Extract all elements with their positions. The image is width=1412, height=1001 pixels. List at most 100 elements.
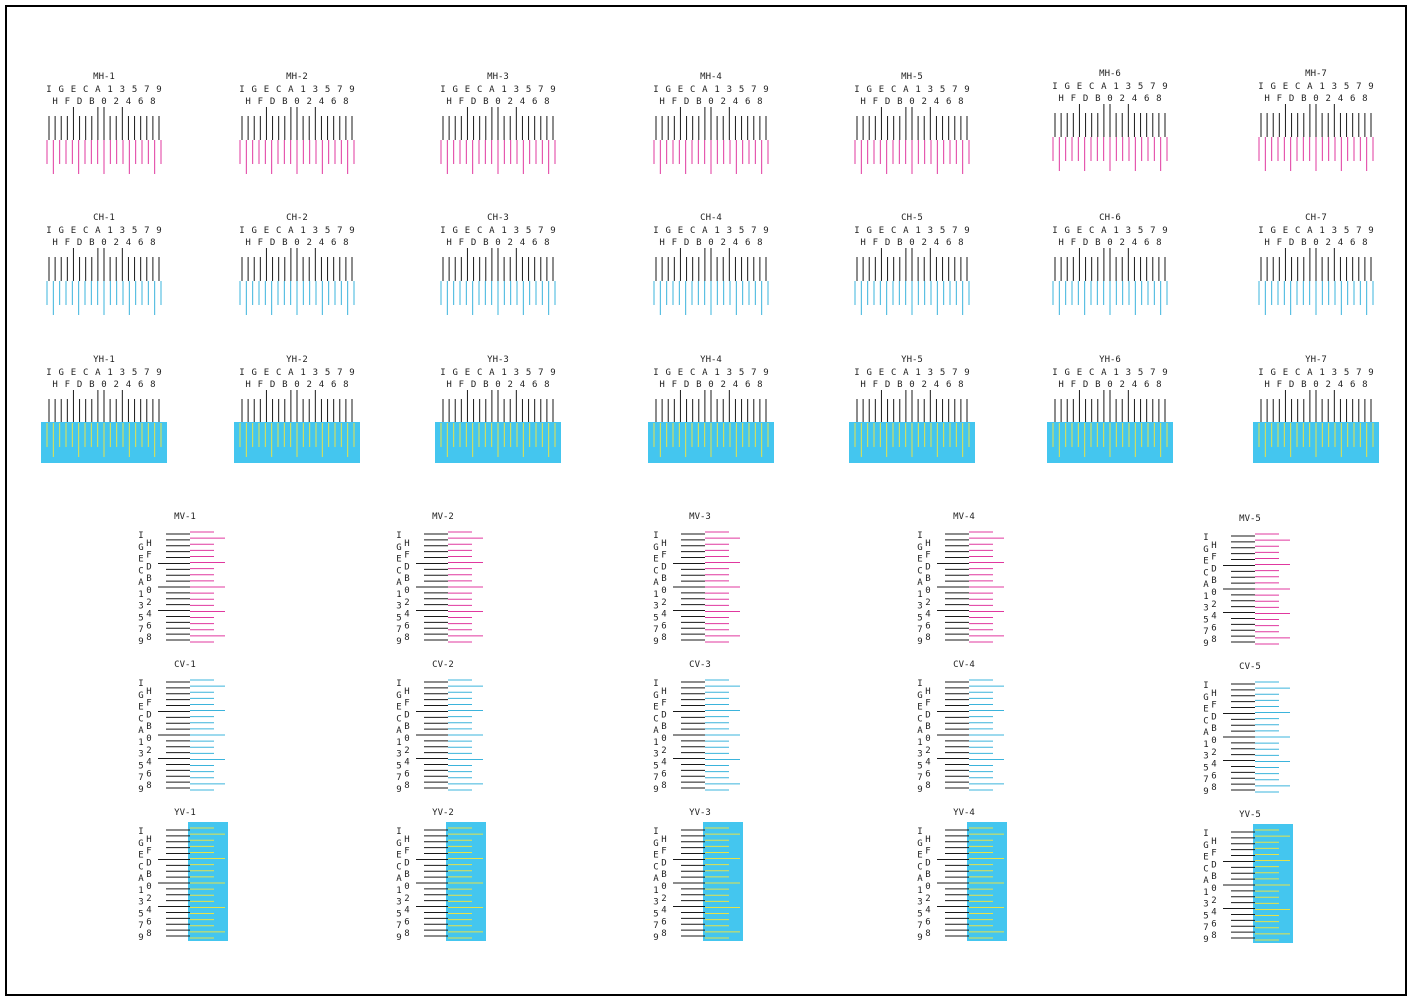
scale-mark-label: A [702,85,708,95]
scale-mark-label: G [666,85,671,95]
scale-mark-label: 8 [404,929,409,939]
scale-mark-label: 5 [1203,911,1208,921]
scale-mark-label: 1 [396,590,401,600]
scale-mark-label: D [885,238,890,248]
scale-mark-label: 1 [138,590,143,600]
cyan-background-block [446,822,486,941]
scale-mark-label: 0 [661,882,666,892]
scale-mark-label: B [282,380,287,390]
scale-mark-label: 6 [404,917,409,927]
scale-mark-label: D [684,380,689,390]
scale-mark-label: A [903,226,909,236]
scale-mark-label: D [1211,712,1216,722]
scale-mark-label: 7 [138,921,143,931]
scale-mark-label: H [925,687,930,697]
scale-mark-label: A [288,85,294,95]
scale-mark-label: 0 [294,238,299,248]
scale-mark-label: 8 [404,781,409,791]
scale-mark-label: 4 [1211,908,1216,918]
scale-mark-label: I [396,827,401,837]
scale-mark-label: H [659,97,664,107]
scale-mark-label: 6 [925,621,930,631]
scale-mark-label: 6 [925,917,930,927]
scale-mark-label: C [1203,716,1208,726]
scale-mark-label: 4 [1132,380,1137,390]
scale-mark-label: 3 [1203,752,1208,762]
scale-mark-label: 4 [1211,760,1216,770]
scale-mark-label: C [917,862,922,872]
scale-mark-label: D [661,858,666,868]
scale-mark-label: E [465,85,470,95]
scale-mark-label: 1 [915,368,920,378]
scale-mark-label: G [396,691,401,701]
pattern-label: YV-1 [174,808,196,818]
scale-mark-label: 4 [404,610,409,620]
scale-mark-label: 5 [138,613,143,623]
scale-mark-label: 7 [538,85,543,95]
scale-mark-label: E [396,703,401,713]
scale-mark-label: 2 [508,238,513,248]
scale-mark-label: C [1295,368,1300,378]
scale-mark-label: 0 [1107,94,1112,104]
scale-mark-label: 0 [1107,238,1112,248]
scale-mark-label: G [666,226,671,236]
scale-mark-label: E [138,555,143,565]
scale-mark-label: 5 [138,909,143,919]
scale-mark-label: B [483,238,488,248]
scale-mark-label: 7 [751,368,756,378]
scale-mark-label: 3 [917,750,922,760]
scale-mark-label: 7 [538,368,543,378]
scale-mark-label: 4 [520,238,525,248]
scale-mark-label: 4 [934,380,939,390]
pattern-label: CV-2 [432,660,454,670]
horizontal-pattern: MH-4 I G E C A 1 3 5 7 9 H F D B 0 2 4 6 8 [653,72,769,174]
scale-mark-label: 4 [733,97,738,107]
scale-mark-label: E [678,226,683,236]
scale-mark-label: I [440,85,445,95]
scale-mark-label: G [1065,82,1070,92]
scale-mark-label: 7 [653,773,658,783]
scale-mark-label: E [1283,368,1288,378]
scale-mark-label: 3 [928,226,933,236]
scale-mark-label: C [138,566,143,576]
scale-mark-label: 4 [520,97,525,107]
scale-mark-label: E [1077,226,1082,236]
scale-mark-label: 3 [313,85,318,95]
pattern-label: YH-1 [93,355,115,365]
scale-mark-label: 9 [156,85,161,95]
scale-mark-label: 7 [1203,923,1208,933]
scale-mark-label: E [917,851,922,861]
scale-mark-label: B [404,870,409,880]
scale-mark-label: 4 [319,380,324,390]
scale-mark-label: 6 [138,238,143,248]
scale-mark-label: 8 [544,380,549,390]
scale-mark-label: 1 [138,738,143,748]
scale-mark-label: 9 [550,85,555,95]
scale-mark-label: E [678,85,683,95]
scale-mark-label: 4 [146,906,151,916]
scale-mark-label: 5 [132,368,137,378]
pattern-label: CH-1 [93,213,115,223]
scale-mark-label: C [653,714,658,724]
scale-mark-label: 7 [1150,82,1155,92]
scale-mark-label: 9 [396,785,401,795]
scale-mark-label: F [258,238,263,248]
scale-mark-label: C [690,85,695,95]
scale-mark-label: A [702,226,708,236]
scale-mark-label: A [396,578,402,588]
scale-mark-label: 2 [721,97,726,107]
scale-mark-label: 8 [1362,380,1367,390]
scale-mark-label: D [77,238,82,248]
scale-mark-label: C [891,85,896,95]
scale-mark-label: B [1301,238,1306,248]
pattern-label: MV-3 [689,512,711,522]
scale-mark-label: 4 [319,97,324,107]
horizontal-pattern: CH-2 I G E C A 1 3 5 7 9 H F D B 0 2 4 6 8 [239,213,355,315]
scale-mark-label: 8 [150,238,155,248]
pattern-label: CH-2 [286,213,308,223]
scale-mark-label: 9 [138,637,143,647]
pattern-label: MH-4 [700,72,722,82]
scale-mark-label: 0 [101,238,106,248]
scale-mark-label: I [1052,226,1057,236]
